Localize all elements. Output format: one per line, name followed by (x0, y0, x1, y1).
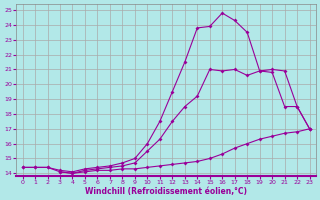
X-axis label: Windchill (Refroidissement éolien,°C): Windchill (Refroidissement éolien,°C) (85, 187, 247, 196)
